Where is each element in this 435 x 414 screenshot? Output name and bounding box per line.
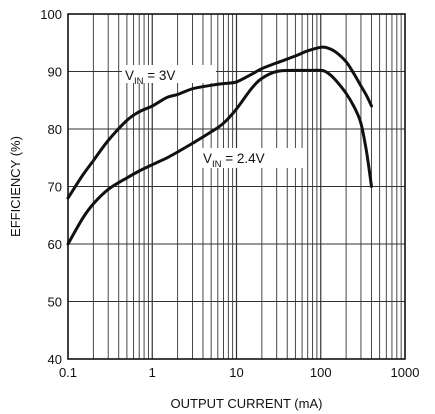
y-axis-label: EFFICIENCY (%) [8, 136, 23, 237]
y-tick-label: 80 [48, 122, 62, 137]
series-lines [66, 45, 373, 246]
y-tick-label: 90 [48, 65, 62, 80]
x-tick-label: 1 [149, 365, 156, 380]
x-tick-label: 100 [310, 365, 332, 380]
y-tick-label: 40 [48, 352, 62, 367]
x-axis-label: OUTPUT CURRENT (mA) [171, 396, 323, 411]
grid-lines [68, 14, 405, 359]
plot-frame [67, 13, 406, 360]
annotation-background [122, 65, 216, 83]
y-tick-label: 70 [48, 180, 62, 195]
annotation-background [200, 148, 304, 168]
x-tick-label: 0.1 [59, 365, 77, 380]
tick-labels: 0.1 1 10 100 1000 40 50 60 70 80 90 100 [40, 7, 419, 380]
curve-annotations: VIN = 3V VIN = 2.4V [122, 65, 304, 170]
x-tick-label: 10 [229, 365, 243, 380]
x-tick-label: 1000 [391, 365, 420, 380]
series-line-2 [66, 68, 373, 246]
y-tick-label: 100 [40, 7, 62, 22]
series-annotation: VIN = 3V [125, 68, 175, 87]
series-annotation: VIN = 2.4V [203, 151, 265, 170]
y-tick-label: 50 [48, 295, 62, 310]
series-line-1 [66, 45, 373, 200]
y-tick-label: 60 [48, 237, 62, 252]
